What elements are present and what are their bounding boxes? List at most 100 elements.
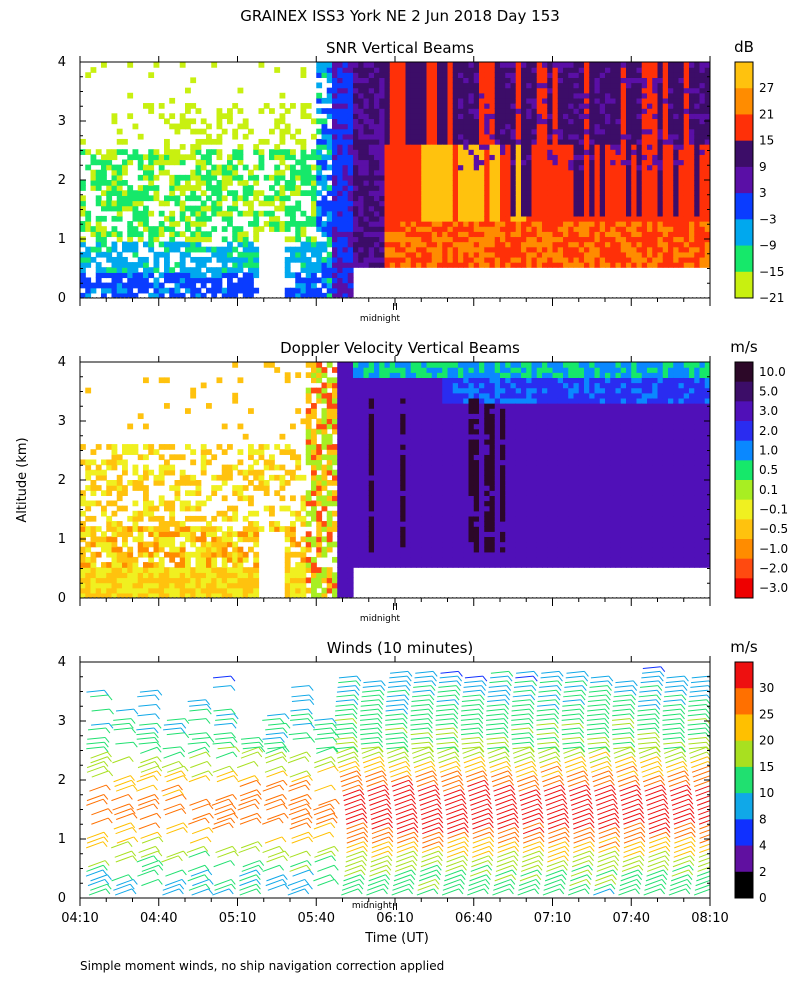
snr-cell: [510, 77, 517, 84]
snr-cell: [122, 149, 128, 155]
doppler-cell: [137, 474, 144, 481]
snr-cell: [221, 251, 228, 258]
doppler-cell: [111, 562, 118, 568]
snr-cell: [384, 241, 391, 248]
snr-cell: [652, 200, 659, 207]
snr-cell: [332, 267, 338, 273]
gate-dot: [136, 297, 138, 299]
snr-cell: [363, 133, 370, 140]
snr-cell: [379, 231, 386, 238]
snr-cell: [573, 72, 580, 78]
snr-cell: [699, 144, 706, 150]
snr-cell: [568, 262, 575, 268]
snr-cell: [363, 97, 370, 104]
snr-cell: [599, 133, 606, 140]
snr-cell: [673, 210, 680, 217]
snr-cell: [153, 251, 160, 258]
snr-cell: [673, 241, 680, 248]
doppler-cell: [111, 572, 118, 579]
doppler-cell: [153, 449, 160, 455]
doppler-cell: [127, 572, 134, 579]
snr-cell: [594, 154, 601, 161]
doppler-cell: [290, 577, 296, 584]
doppler-cell: [200, 531, 207, 538]
snr-cell: [169, 221, 176, 227]
snr-cell: [620, 67, 627, 73]
snr-cell: [452, 241, 459, 248]
snr-cell: [620, 123, 627, 130]
snr-cell: [657, 97, 664, 104]
snr-cell: [578, 185, 585, 191]
snr-cell: [426, 154, 433, 161]
gate-dot: [464, 297, 466, 299]
snr-cell: [484, 144, 491, 150]
snr-cell: [358, 236, 365, 243]
snr-cell: [431, 138, 438, 145]
doppler-cell: [122, 469, 128, 476]
snr-cell: [657, 77, 664, 84]
snr-cell: [552, 164, 559, 171]
snr-cell: [395, 128, 401, 135]
snr-cell: [657, 82, 664, 89]
snr-cell: [626, 262, 632, 268]
snr-cell: [542, 195, 548, 202]
snr-cell: [463, 251, 470, 258]
gate-dot: [648, 297, 650, 299]
gate-dot: [124, 297, 126, 299]
snr-cell: [636, 113, 643, 120]
snr-cell: [584, 154, 590, 161]
snr-cell: [557, 118, 564, 125]
snr-cell: [326, 200, 333, 207]
snr-cell: [384, 87, 391, 94]
snr-cell: [258, 164, 265, 171]
snr-cell: [216, 256, 223, 263]
snr-cell: [421, 262, 428, 268]
snr-cell: [116, 200, 123, 207]
snr-cell: [368, 262, 375, 268]
snr-cell: [127, 272, 134, 279]
snr-cell: [657, 241, 664, 248]
snr-cell: [652, 133, 659, 140]
snr-cell: [185, 277, 191, 284]
snr-cell: [148, 236, 155, 243]
snr-cell: [515, 154, 522, 161]
snr-cell: [153, 195, 160, 202]
snr-cell: [358, 226, 365, 232]
snr-cell: [405, 231, 412, 238]
snr-cell: [263, 138, 270, 145]
gate-dot: [568, 297, 570, 299]
doppler-cell: [300, 418, 307, 425]
doppler-cell: [153, 546, 160, 553]
snr-cell: [526, 262, 533, 268]
snr-cell: [515, 72, 522, 78]
snr-cell: [358, 210, 365, 217]
snr-cell: [584, 159, 590, 166]
doppler-cell: [116, 459, 123, 466]
doppler-cell: [284, 377, 291, 384]
snr-cell: [662, 231, 669, 238]
doppler-cell: [85, 556, 92, 563]
snr-cell: [584, 205, 590, 212]
snr-cell: [80, 292, 86, 298]
snr-cell: [132, 149, 139, 155]
snr-cell: [127, 221, 134, 227]
snr-cell: [647, 133, 653, 140]
snr-cell: [673, 128, 680, 135]
snr-cell: [116, 272, 123, 279]
snr-cell: [342, 123, 349, 130]
gate-dot: [396, 297, 398, 299]
snr-cell: [468, 77, 475, 84]
snr-cell: [410, 185, 417, 191]
snr-cell: [557, 144, 564, 150]
snr-cell: [563, 87, 569, 94]
snr-cell: [494, 215, 501, 222]
gate-dot: [484, 297, 486, 299]
snr-cell: [347, 215, 354, 222]
gate-dot: [696, 297, 698, 299]
doppler-cell: [300, 536, 307, 543]
snr-cell: [694, 72, 701, 78]
snr-cell: [689, 231, 695, 238]
snr-cell: [610, 72, 617, 78]
snr-cell: [615, 210, 622, 217]
doppler-cell: [132, 521, 139, 527]
